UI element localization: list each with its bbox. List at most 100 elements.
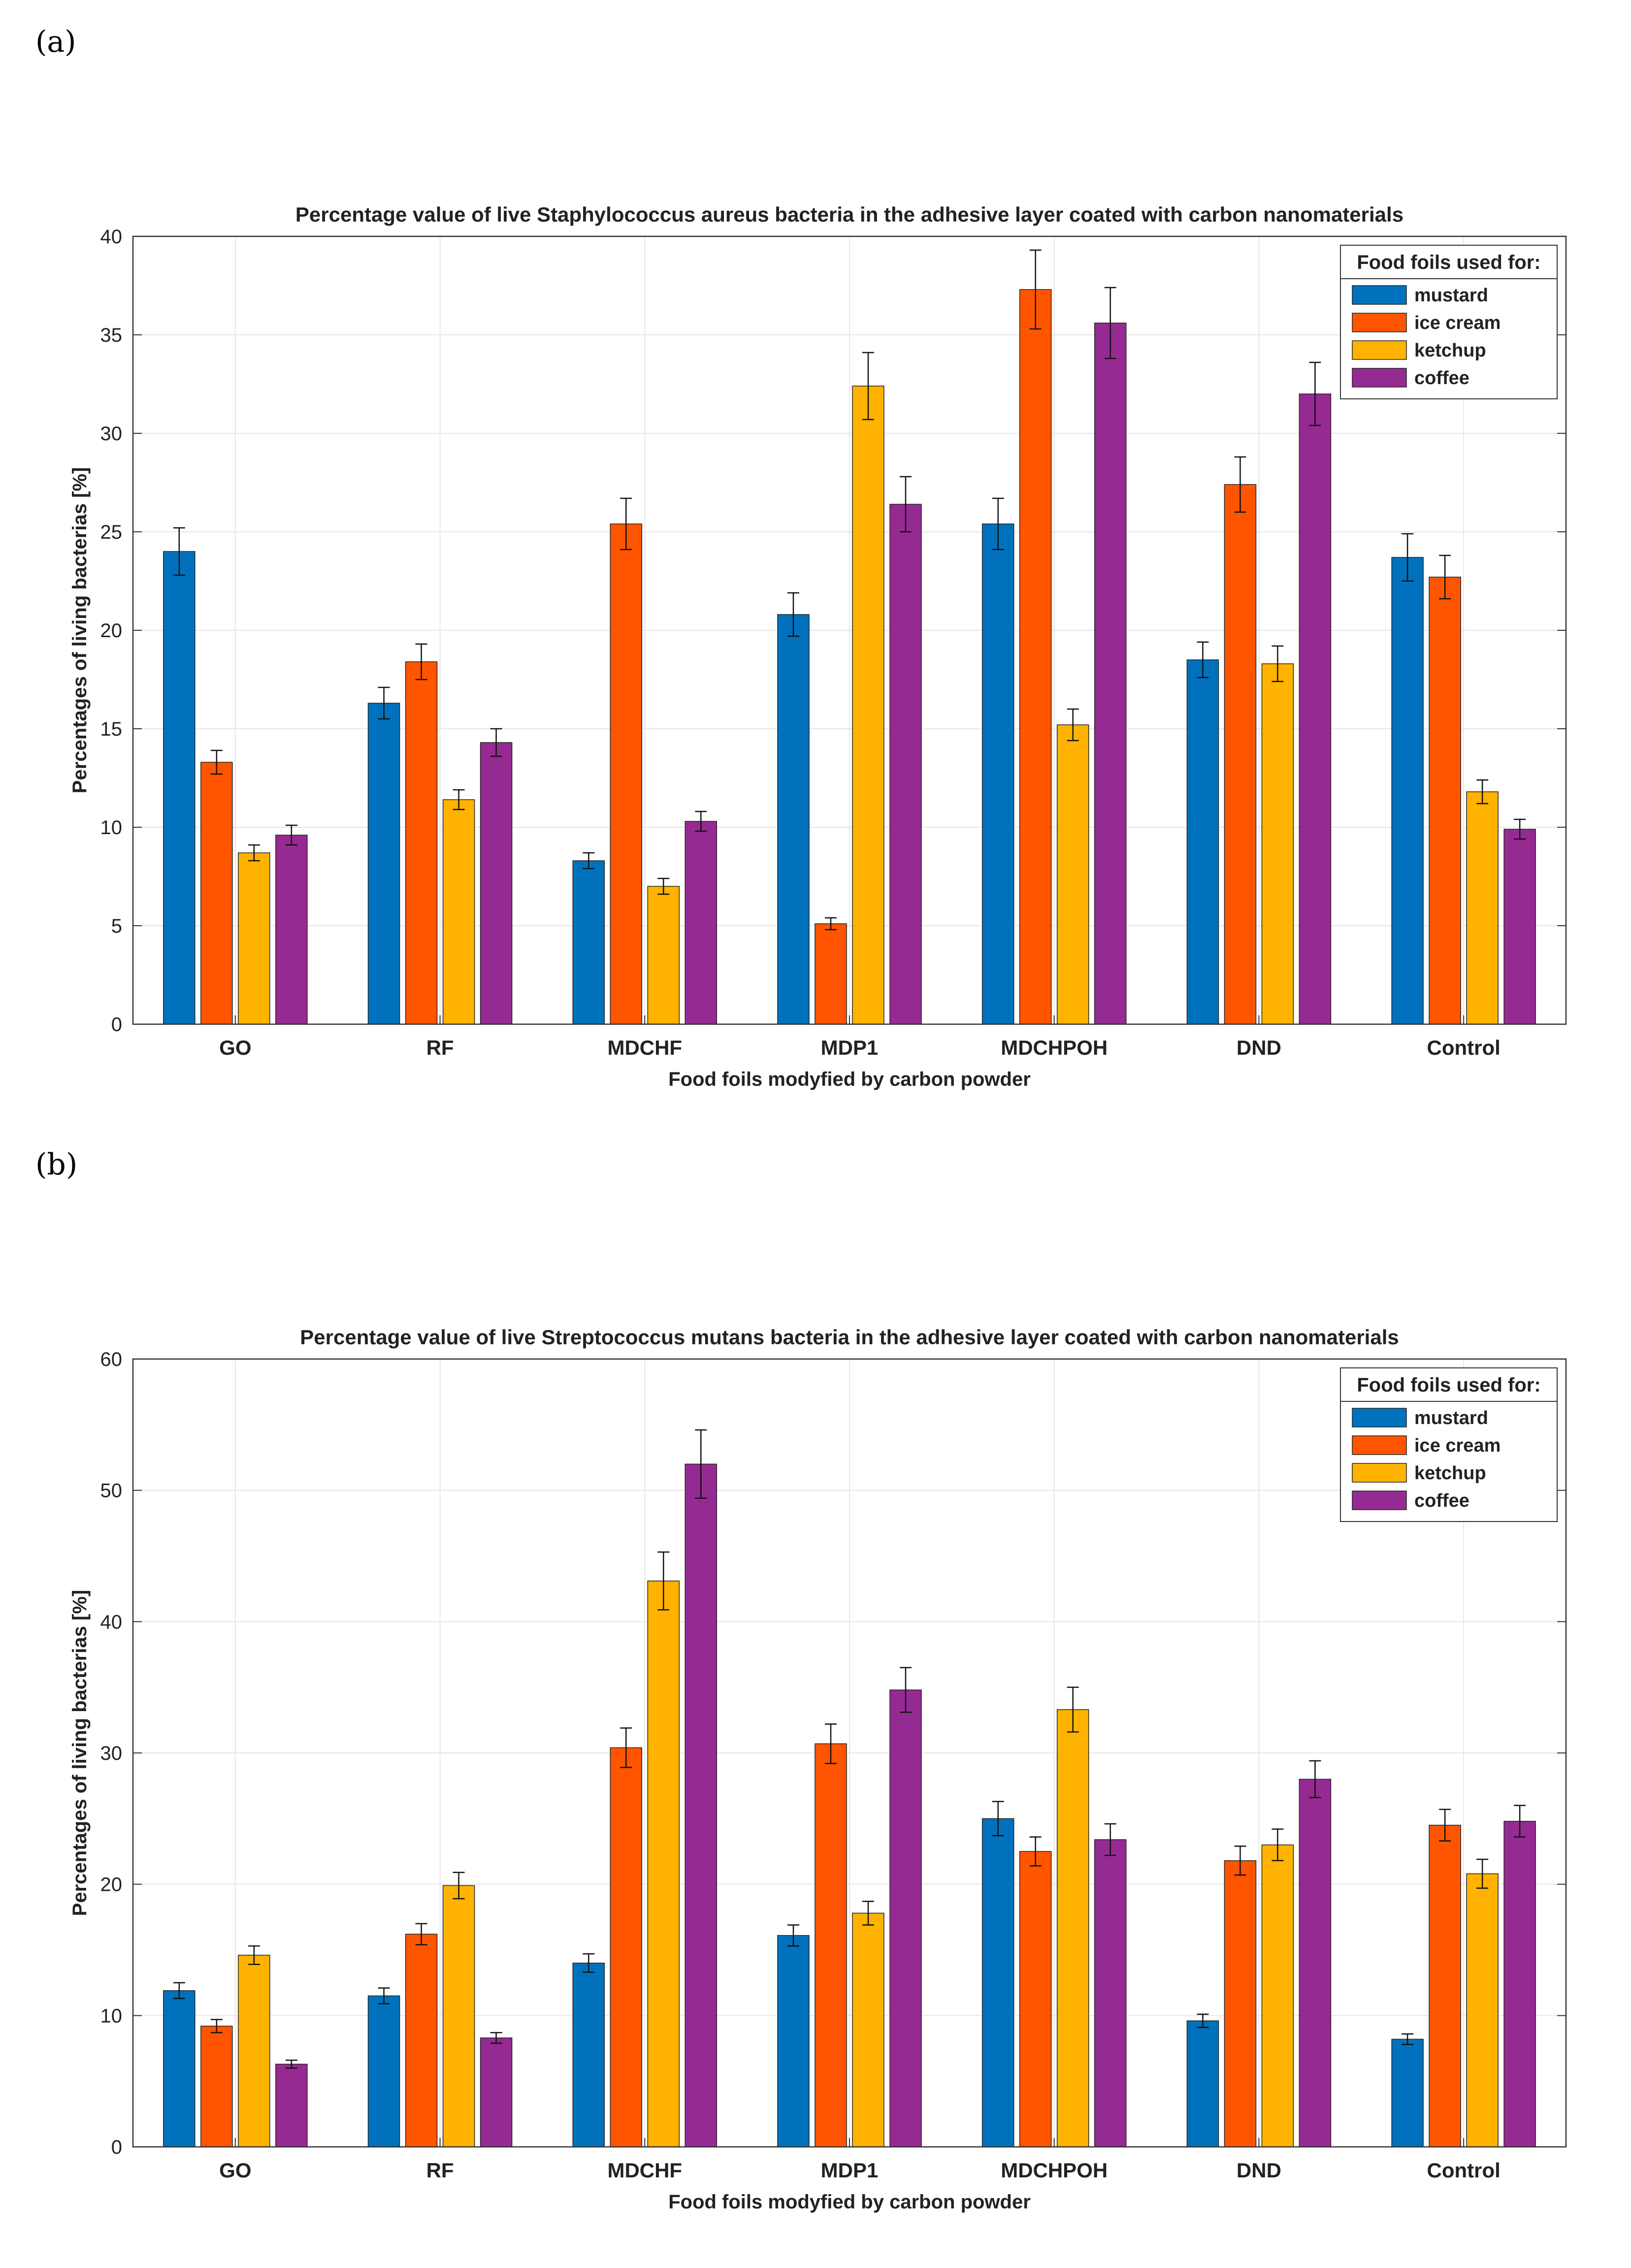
bar-mustard-mdp1 (777, 614, 810, 1025)
legend-title: Food foils used for: (1357, 1374, 1540, 1396)
bar-coffee-rf (480, 2037, 513, 2147)
y-tick-label: 15 (100, 718, 123, 740)
bar-ice-cream-go (200, 2025, 233, 2147)
legend-swatch-coffee (1352, 1490, 1407, 1510)
panel-label-b: (b) (35, 1147, 78, 1182)
bar-ice-cream-dnd (1224, 484, 1257, 1025)
bar-coffee-mdchf (685, 1463, 718, 2147)
bar-mustard-mdchf (572, 1962, 605, 2147)
bar-coffee-control (1503, 829, 1536, 1025)
x-tick-label: DND (1237, 2159, 1281, 2182)
x-tick-label: MDCHF (607, 1036, 682, 1059)
y-axis-label: Percentages of living bacterias [%] (69, 467, 91, 793)
y-tick-label: 40 (100, 1611, 123, 1633)
bar-coffee-mdp1 (889, 1689, 922, 2147)
legend-swatch-coffee (1352, 368, 1407, 388)
legend-label-mustard: mustard (1414, 285, 1488, 306)
legend-swatch-ice-cream (1352, 313, 1407, 332)
y-tick-label: 50 (100, 1480, 123, 1502)
bar-ice-cream-mdchf (610, 523, 643, 1025)
x-axis-label: Food foils modyfied by carbon powder (668, 2191, 1031, 2213)
bar-ice-cream-mdp1 (815, 923, 847, 1025)
x-tick-label: GO (219, 1036, 251, 1059)
legend-swatch-ice-cream (1352, 1435, 1407, 1455)
bar-ice-cream-mdchf (610, 1747, 643, 2147)
bar-ketchup-rf (442, 1885, 475, 2147)
legend-label-coffee: coffee (1414, 368, 1469, 389)
bar-ketchup-mdp1 (852, 386, 884, 1025)
bar-coffee-go (275, 2064, 308, 2147)
bar-coffee-dnd (1299, 393, 1332, 1025)
bar-mustard-dnd (1186, 2020, 1219, 2147)
bar-coffee-mdchpoh (1094, 323, 1127, 1025)
x-tick-label: MDP1 (821, 2159, 879, 2182)
legend-swatch-ketchup (1352, 1463, 1407, 1483)
bar-ice-cream-mdp1 (815, 1743, 847, 2147)
legend-label-mustard: mustard (1414, 1408, 1488, 1428)
y-tick-label: 0 (111, 2137, 122, 2158)
bar-mustard-mdp1 (777, 1935, 810, 2147)
bar-mustard-rf (367, 703, 400, 1025)
bar-mustard-control (1391, 557, 1424, 1025)
y-tick-label: 0 (111, 1014, 122, 1036)
y-axis-label: Percentages of living bacterias [%] (69, 1590, 91, 1916)
bar-ketchup-rf (442, 799, 475, 1025)
x-tick-label: Control (1427, 2159, 1500, 2182)
chart-title: Percentage value of live Staphylococcus … (295, 203, 1403, 226)
bar-mustard-go (163, 551, 196, 1025)
x-tick-label: MDCHF (607, 2159, 682, 2182)
y-tick-label: 5 (111, 915, 122, 937)
x-tick-label: RF (426, 2159, 454, 2182)
bar-coffee-mdchpoh (1094, 1839, 1127, 2147)
legend-swatch-mustard (1352, 1408, 1407, 1427)
chart-title: Percentage value of live Streptococcus m… (300, 1326, 1399, 1349)
y-tick-label: 25 (100, 521, 123, 543)
bar-ketchup-mdchf (647, 1580, 680, 2147)
y-tick-label: 30 (100, 1743, 123, 1764)
bar-coffee-go (275, 835, 308, 1025)
bar-ice-cream-go (200, 762, 233, 1025)
y-tick-label: 40 (100, 226, 123, 248)
bar-ketchup-mdchpoh (1056, 724, 1089, 1025)
legend-title: Food foils used for: (1357, 252, 1540, 273)
bar-coffee-dnd (1299, 1779, 1332, 2147)
bar-ice-cream-rf (405, 661, 438, 1025)
bar-ice-cream-dnd (1224, 1860, 1257, 2147)
y-tick-label: 30 (100, 423, 123, 445)
y-tick-label: 60 (100, 1349, 123, 1370)
y-tick-label: 20 (100, 620, 123, 642)
bar-mustard-mdchpoh (981, 523, 1014, 1025)
bar-mustard-mdchf (572, 860, 605, 1025)
y-tick-label: 10 (100, 2005, 123, 2027)
bar-ice-cream-mdchpoh (1019, 289, 1052, 1025)
bar-mustard-control (1391, 2039, 1424, 2147)
bar-coffee-control (1503, 1820, 1536, 2147)
bar-mustard-mdchpoh (981, 1818, 1014, 2147)
x-tick-label: MDCHPOH (1001, 2159, 1108, 2182)
bar-mustard-rf (367, 1995, 400, 2147)
bar-ketchup-control (1466, 791, 1499, 1025)
legend-label-ketchup: ketchup (1414, 340, 1486, 361)
legend-label-ice-cream: ice cream (1414, 313, 1501, 333)
bar-ketchup-mdchpoh (1056, 1709, 1089, 2147)
x-tick-label: MDCHPOH (1001, 1036, 1108, 1059)
bar-ketchup-mdp1 (852, 1912, 884, 2147)
y-tick-label: 35 (100, 324, 123, 346)
bar-ice-cream-control (1429, 577, 1461, 1025)
chart-b: Percentage value of live Streptococcus m… (69, 1326, 1567, 2213)
bar-ketchup-go (238, 1954, 270, 2147)
x-tick-label: Control (1427, 1036, 1500, 1059)
bar-ice-cream-control (1429, 1824, 1461, 2147)
bar-ice-cream-rf (405, 1934, 438, 2147)
bar-coffee-mdp1 (889, 504, 922, 1025)
bar-ketchup-go (238, 852, 270, 1025)
bar-mustard-go (163, 1990, 196, 2147)
y-tick-label: 10 (100, 817, 123, 839)
x-tick-label: MDP1 (821, 1036, 879, 1059)
bar-coffee-rf (480, 742, 513, 1025)
bar-coffee-mdchf (685, 821, 718, 1025)
x-axis-label: Food foils modyfied by carbon powder (668, 1069, 1031, 1090)
legend-label-coffee: coffee (1414, 1490, 1469, 1511)
legend-swatch-ketchup (1352, 340, 1407, 360)
bar-ketchup-dnd (1261, 1844, 1294, 2147)
